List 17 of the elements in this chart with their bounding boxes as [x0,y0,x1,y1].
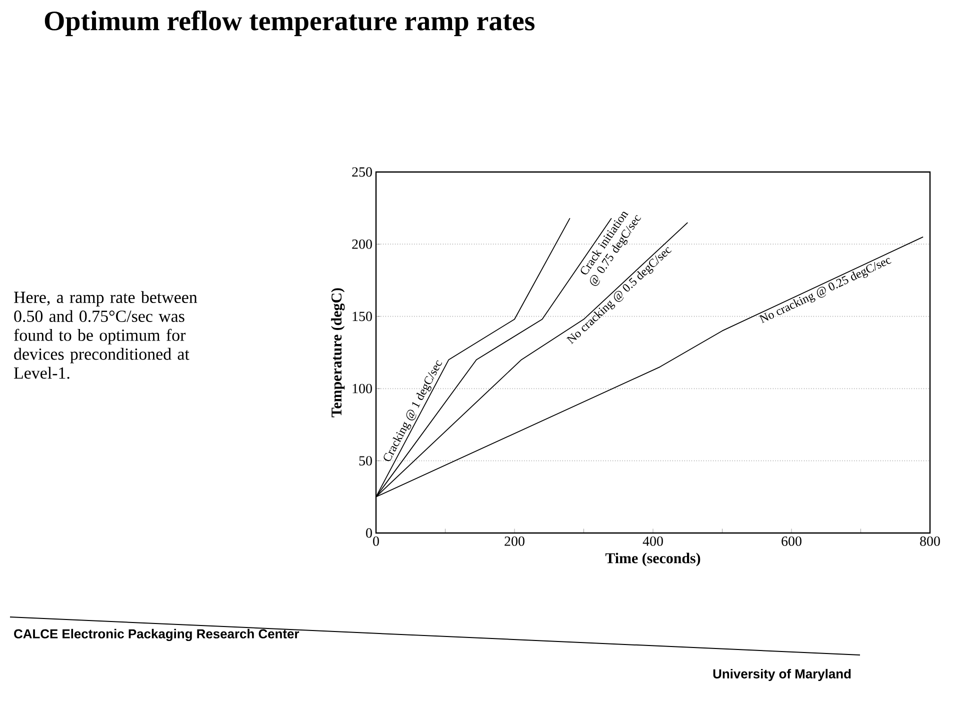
y-tick-label: 200 [352,239,372,249]
x-tick-label: 0 [373,536,379,546]
text: University of Maryland [713,668,851,682]
y-tick-label: 250 [352,167,372,177]
y-tick-label: 100 [352,384,372,394]
y-tick-label: 0 [366,528,372,538]
text: Here, a ramp rate between 0.50 and 0.75°C/sec was found to be optimum for devices preconditioned at Level-1. [14,291,198,379]
y-tick-label: 50 [359,456,372,466]
y-axis-title: Temperature (degC) [331,288,345,418]
x-axis-title: Time (seconds) [605,552,700,566]
x-tick-label: 200 [504,536,524,546]
x-tick-label: 400 [642,536,663,546]
x-tick-label: 600 [782,536,802,546]
x-tick-label: 800 [920,536,940,546]
y-tick-label: 150 [352,312,372,322]
chart-title: Optimum reflow temperature ramp rates [44,10,534,36]
text: CALCE Electronic Packaging Research Center [14,628,300,642]
